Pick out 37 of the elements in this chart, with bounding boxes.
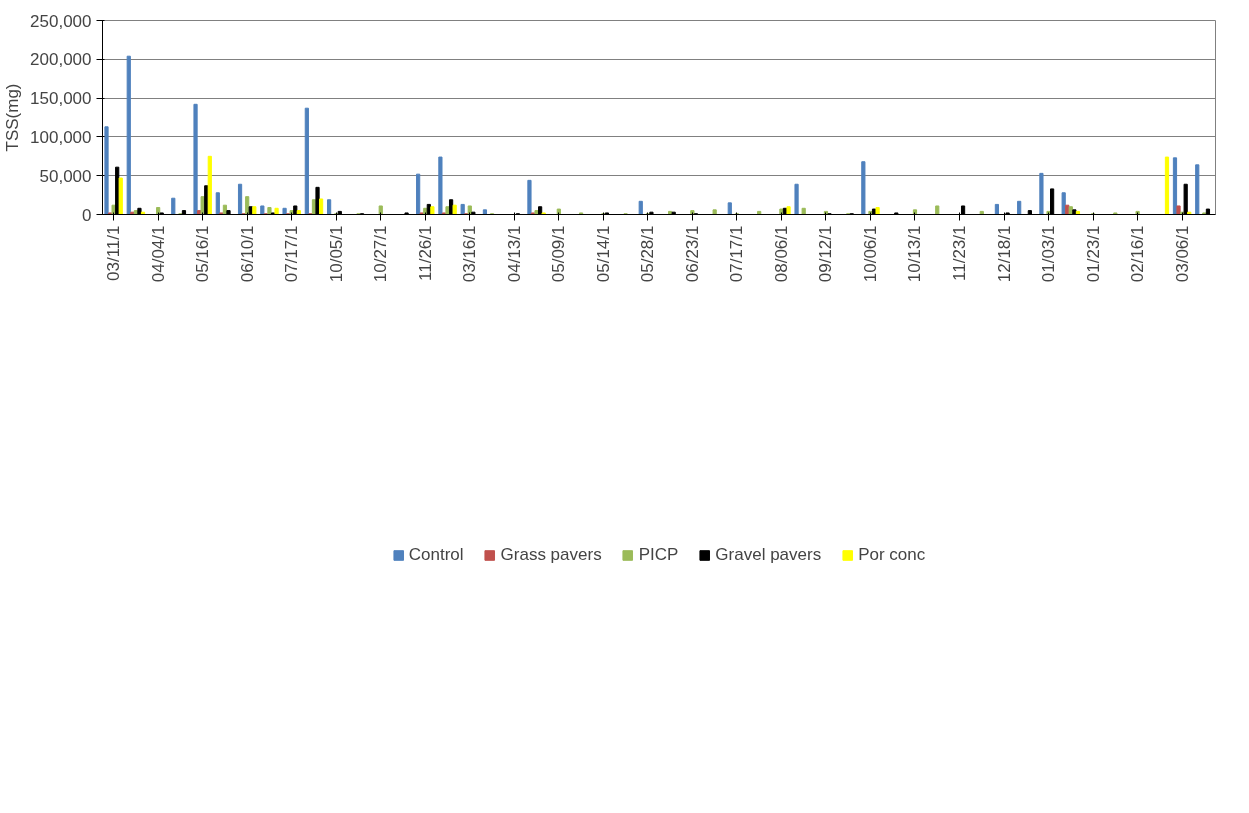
- x-tick-label: 09/12/1: [816, 225, 836, 283]
- x-tick-label: 12/18/1: [994, 225, 1014, 283]
- legend-label: Gravel pavers: [715, 545, 822, 565]
- y-tick-label: 150,000: [30, 89, 92, 109]
- legend-label: Por conc: [858, 545, 926, 565]
- x-tick-label: 03/06/1: [1172, 225, 1192, 283]
- x-tick-label: 05/16/1: [193, 225, 213, 283]
- y-tick-label: 50,000: [39, 166, 92, 186]
- x-tick-label: 04/04/1: [148, 225, 168, 283]
- x-tick-label: 10/06/1: [860, 225, 880, 283]
- legend-label: Grass pavers: [500, 545, 602, 565]
- x-tick-label: 07/17/1: [727, 225, 747, 283]
- legend-label: Control: [408, 545, 464, 565]
- x-tick-label: 11/23/1: [950, 225, 970, 281]
- legend-label: PICP: [638, 545, 679, 565]
- x-tick-label: 10/13/1: [905, 225, 925, 283]
- x-tick-label: 04/13/1: [504, 225, 524, 283]
- y-tick-label: 200,000: [30, 50, 92, 70]
- x-tick-label: 07/17/1: [282, 225, 302, 283]
- x-tick-label: 03/16/1: [460, 225, 480, 283]
- x-tick-label: 03/11/1: [104, 225, 124, 281]
- x-tick-label: 06/10/1: [237, 225, 257, 283]
- x-tick-label: 01/23/1: [1083, 225, 1103, 283]
- x-tick-label: 06/23/1: [682, 225, 702, 283]
- x-tick-label: 10/05/1: [326, 225, 346, 283]
- x-tick-label: 02/16/1: [1128, 225, 1148, 283]
- x-tick-label: 11/26/1: [415, 225, 435, 281]
- x-tick-label: 01/03/1: [1039, 225, 1059, 283]
- x-tick-label: 08/06/1: [771, 225, 791, 283]
- x-tick-label: 10/27/1: [371, 225, 391, 283]
- x-tick-label: 05/28/1: [638, 225, 658, 283]
- x-tick-label: 05/09/1: [549, 225, 569, 283]
- y-axis-title: TSS(mg): [3, 83, 23, 152]
- y-tick-label: 250,000: [30, 11, 92, 31]
- x-tick-label: 05/14/1: [593, 225, 613, 283]
- y-tick-label: 0: [82, 205, 92, 225]
- y-tick-label: 100,000: [30, 127, 92, 147]
